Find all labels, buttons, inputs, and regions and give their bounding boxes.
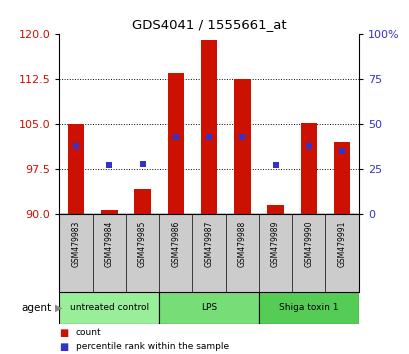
Text: GSM479985: GSM479985 (138, 221, 147, 267)
Text: GSM479991: GSM479991 (337, 221, 346, 267)
Text: LPS: LPS (200, 303, 217, 313)
Bar (59, 292, 159, 324)
Bar (159, 292, 258, 324)
Bar (300, 123, 317, 214)
Text: GSM479986: GSM479986 (171, 221, 180, 267)
Text: GSM479983: GSM479983 (72, 221, 81, 267)
Text: ▶: ▶ (55, 303, 63, 313)
Bar (258, 292, 358, 324)
Bar (134, 189, 151, 214)
Text: ■: ■ (59, 328, 69, 338)
Text: Shiga toxin 1: Shiga toxin 1 (279, 303, 338, 313)
Bar (234, 79, 250, 214)
Bar (333, 142, 350, 214)
Text: ■: ■ (59, 342, 69, 352)
Text: untreated control: untreated control (70, 303, 148, 313)
Text: GSM479984: GSM479984 (105, 221, 114, 267)
Text: GSM479987: GSM479987 (204, 221, 213, 267)
Text: agent: agent (21, 303, 51, 313)
Bar (101, 210, 117, 214)
Bar (67, 124, 84, 214)
Bar (167, 73, 184, 214)
Text: count: count (76, 328, 101, 337)
Text: GSM479989: GSM479989 (270, 221, 279, 267)
Bar (200, 40, 217, 214)
Bar (267, 205, 283, 214)
Title: GDS4041 / 1555661_at: GDS4041 / 1555661_at (131, 18, 286, 31)
Text: GSM479990: GSM479990 (303, 221, 312, 267)
Text: GSM479988: GSM479988 (237, 221, 246, 267)
Text: percentile rank within the sample: percentile rank within the sample (76, 342, 228, 352)
